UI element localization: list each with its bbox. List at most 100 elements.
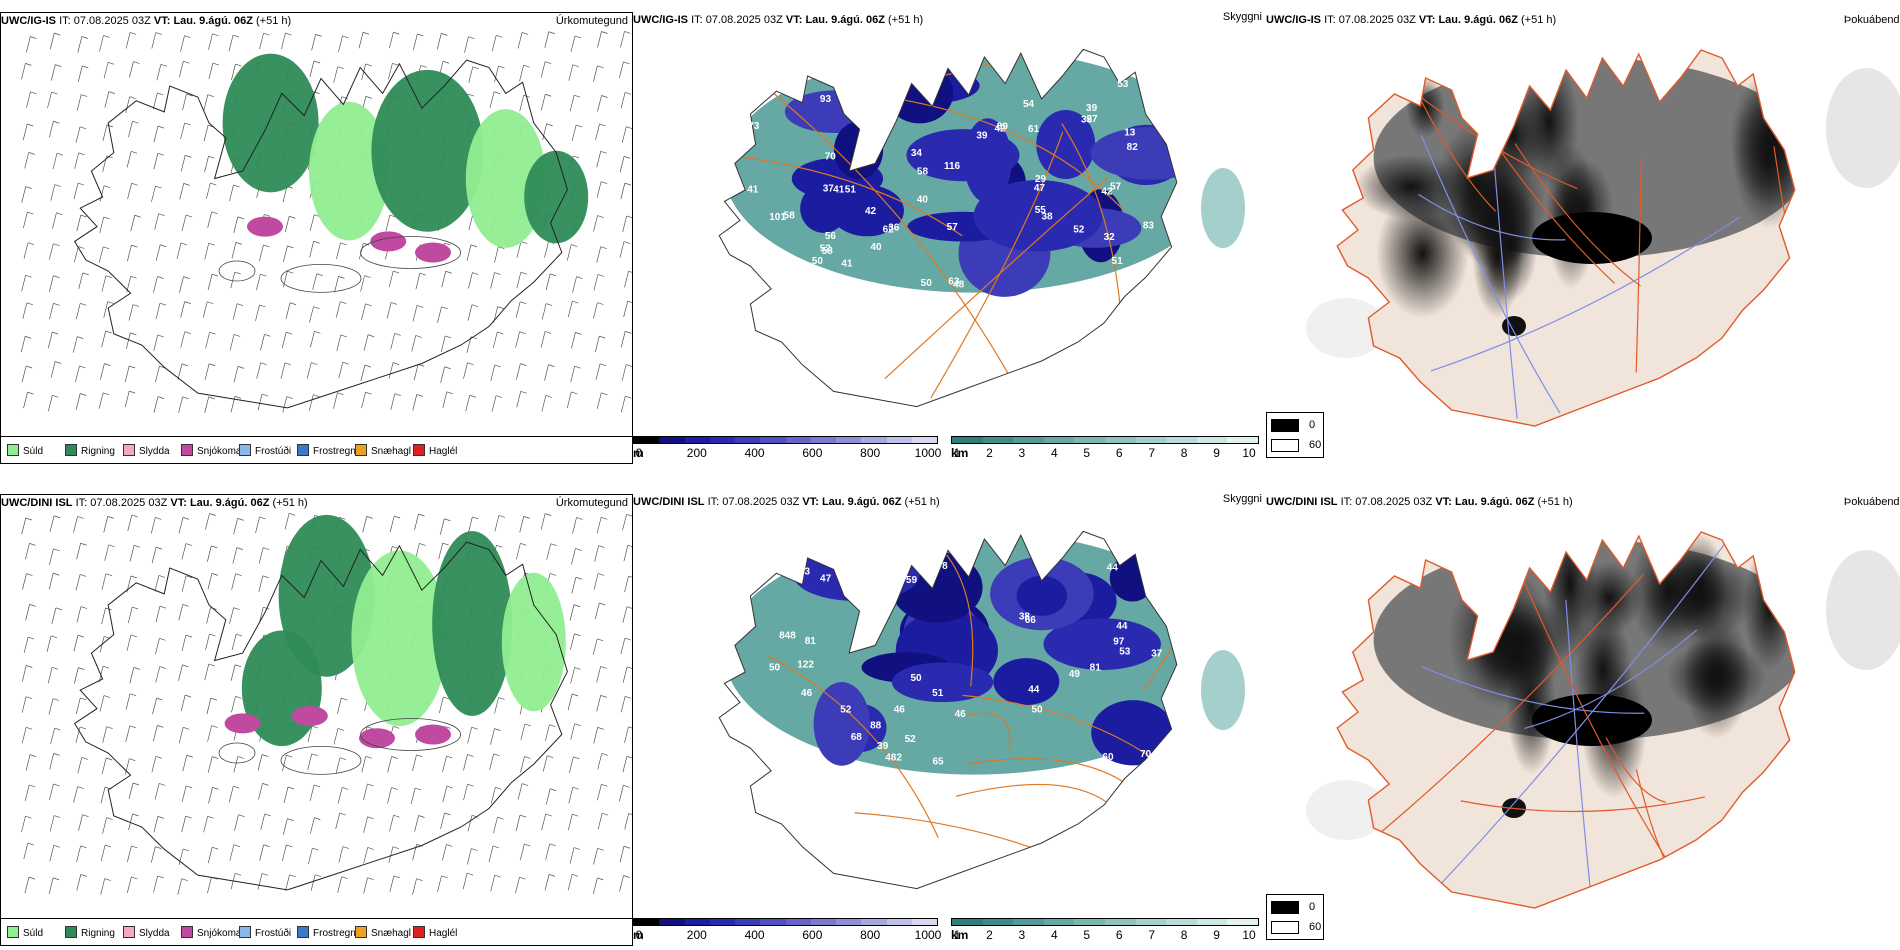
wind-barb (24, 876, 36, 894)
colorbar-tick-label: 6 (1115, 446, 1123, 460)
wind-barb (207, 573, 219, 590)
model-name: UWC/IG-IS (1266, 14, 1321, 26)
legend-swatch (239, 926, 251, 938)
wind-barb (73, 182, 85, 200)
cloud-ceiling-area (813, 682, 870, 766)
ceiling-value-label: 81 (805, 636, 817, 647)
wind-barb (75, 574, 87, 591)
ceiling-value-label: 58 (784, 211, 796, 222)
wind-barb (363, 816, 374, 833)
wind-barb (281, 754, 293, 772)
wind-barb (516, 390, 527, 408)
wind-barb (490, 787, 502, 804)
wind-barb (570, 35, 582, 53)
it-label: IT: (59, 15, 71, 27)
wind-barb (127, 244, 138, 262)
ceiling-value-label: 848 (779, 630, 796, 641)
wind-barb (99, 216, 110, 234)
lead-time: (+51 h) (887, 14, 924, 26)
wind-barb (306, 362, 318, 379)
wind-barb (125, 693, 137, 710)
ceiling-value-label: 37 (823, 184, 835, 195)
colorbar-tick-label: 8 (1180, 446, 1188, 460)
wind-barb (285, 874, 296, 891)
wind-barb (620, 696, 632, 713)
ceiling-value-label: 61 (923, 299, 935, 310)
wind-barb (468, 272, 479, 289)
wind-barb (597, 812, 609, 830)
legend-item-súld: Súld (7, 444, 44, 457)
wind-barb (21, 63, 32, 80)
fog-map-graphic (1306, 49, 1900, 427)
fog-legend-label-0: 0 (1309, 419, 1316, 431)
fog-core (1630, 532, 1709, 654)
visibility-map-graphic: 4038894751353457394142583962403451584082… (718, 48, 1245, 408)
wind-barb (153, 276, 164, 293)
wind-barb (126, 275, 137, 293)
wind-barb (49, 303, 60, 320)
wind-barb (567, 874, 579, 891)
colorbar-tick-label: 800 (860, 446, 881, 460)
wind-barb (154, 783, 166, 800)
wind-barb (619, 61, 630, 78)
wind-barb (593, 215, 604, 232)
road (1635, 157, 1642, 373)
wind-barb (622, 755, 632, 773)
wind-barb (181, 575, 193, 592)
wind-barb (230, 664, 242, 681)
wind-barb (176, 242, 188, 259)
wind-barb (309, 240, 320, 258)
snow-area (415, 242, 451, 263)
wind-barb (362, 516, 373, 533)
wind-barb (181, 634, 193, 652)
wind-barb (181, 543, 193, 560)
ceiling-value-label: 57 (947, 222, 959, 233)
wind-barb (231, 573, 242, 590)
wind-barb (566, 244, 578, 261)
wind-barb (442, 785, 453, 803)
wind-barb (256, 273, 267, 291)
low-visibility-area (1201, 168, 1245, 248)
wind-barb (98, 246, 110, 263)
river (1421, 665, 1645, 714)
fog-map-graphic (1306, 531, 1900, 909)
wind-barb (544, 874, 556, 891)
wind-barb (545, 724, 556, 741)
wind-barb (439, 696, 450, 714)
precip-area (222, 53, 319, 193)
fog-haze (1306, 298, 1386, 358)
ceiling-value-label: 37 (1153, 104, 1165, 115)
wind-barb (180, 122, 191, 140)
ceiling-value-label: 56 (825, 231, 837, 242)
wind-barb (155, 666, 166, 683)
wind-barb (104, 544, 115, 561)
wind-barb (595, 363, 607, 380)
wind-barb (283, 786, 295, 804)
wind-barb (515, 876, 526, 894)
wind-barb (335, 301, 347, 318)
fog-legend-swatch-60 (1271, 439, 1299, 452)
wind-barb (259, 844, 270, 861)
wind-barb (50, 184, 61, 201)
wind-barb (281, 32, 292, 50)
wind-barb (517, 32, 529, 49)
wind-barb (335, 812, 346, 830)
snow-area (370, 231, 407, 252)
legend-label: Súld (23, 446, 44, 457)
lead-time: (+51 h) (1537, 496, 1573, 508)
wind-barb (155, 605, 167, 623)
ceiling-value-label: 50 (812, 256, 824, 267)
colorbar-tick-label: 400 (744, 446, 765, 460)
legend-label: Snjókoma (197, 446, 242, 457)
wind-barb (544, 364, 555, 381)
legend-swatch (355, 444, 367, 456)
colorbar-tick-label: 9 (1213, 446, 1220, 460)
ceiling-value-label: 101 (769, 212, 786, 223)
wind-barb (78, 814, 89, 831)
visibility-map: 46 42 52 50 46 44 39 52 38 65 68 60 73 63 81 50 88 53 78 81… (633, 510, 1266, 916)
ceiling-value-label: 60 (1102, 752, 1114, 763)
wind-barb (338, 361, 349, 379)
wind-barb (596, 246, 607, 263)
wind-barb (229, 844, 240, 861)
legend-item-haglél: Haglél (413, 926, 457, 939)
